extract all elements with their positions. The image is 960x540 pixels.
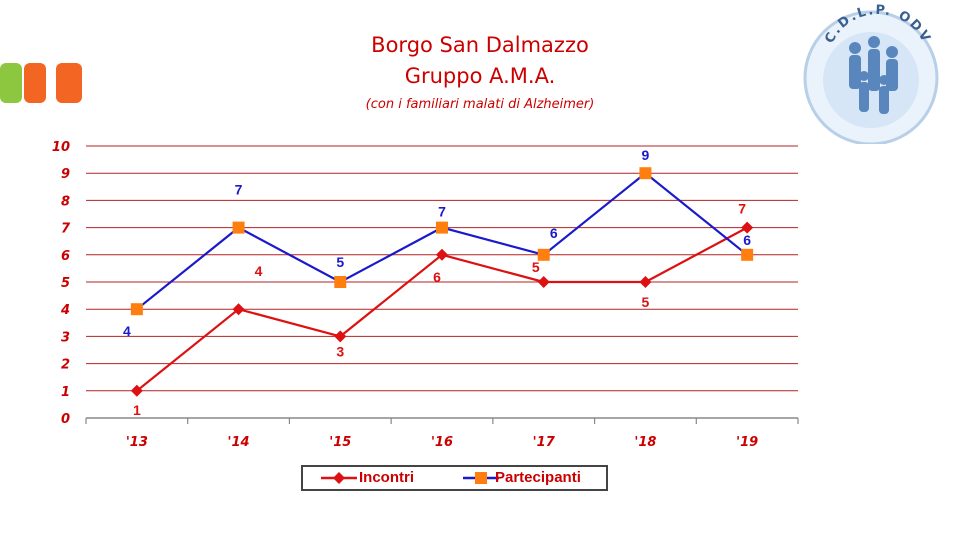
series-1-marker-4 (537, 248, 550, 261)
decoration-bar-orange-1 (24, 63, 46, 103)
series-0-marker-2 (334, 330, 347, 343)
series-0-marker-6 (741, 221, 754, 234)
data-label-incontri-2: 3 (336, 343, 344, 359)
x-tick-label-3: '16 (431, 435, 453, 450)
x-tick-label-6: '19 (736, 435, 758, 450)
decoration-bar-green-1 (0, 63, 22, 103)
data-label-incontri-5: 5 (642, 294, 650, 310)
x-tick-label-2: '15 (329, 435, 351, 450)
series-1-marker-2 (334, 276, 347, 288)
legend-item-partecipanti: Partecipanti (461, 467, 606, 489)
decoration-bar-orange-2 (56, 63, 82, 103)
title-line-2: Gruppo A.M.A. (404, 64, 556, 88)
series-line-1 (136, 171, 748, 311)
y-tick-label-10: 10 (52, 140, 70, 155)
data-label-partecipanti-1: 7 (235, 182, 243, 198)
series-0-marker-1 (232, 303, 245, 316)
data-label-partecipanti-0: 4 (123, 323, 131, 339)
data-label-incontri-0: 1 (133, 402, 141, 418)
slide-title: Borgo San Dalmazzo Gruppo A.M.A. (con i … (240, 30, 720, 116)
data-label-partecipanti-5: 9 (642, 147, 650, 163)
data-label-partecipanti-3: 7 (438, 204, 446, 220)
title-line-1: Borgo San Dalmazzo (371, 33, 589, 57)
y-tick-label-3: 3 (61, 330, 70, 345)
series-1-marker-0 (130, 303, 143, 316)
y-tick-label-9: 9 (61, 167, 70, 182)
x-tick-label-1: '14 (228, 435, 250, 450)
y-tick-label-6: 6 (61, 249, 70, 264)
data-label-incontri-6: 7 (738, 201, 746, 217)
y-tick-label-8: 8 (61, 194, 70, 209)
legend-marker-partecipanti (463, 472, 499, 484)
series-1-marker-3 (436, 221, 448, 234)
data-label-incontri-4: 5 (532, 259, 540, 275)
chart-legend: Incontri Partecipanti (301, 465, 608, 491)
series-0-marker-3 (436, 248, 448, 261)
series-0-marker-0 (130, 384, 143, 397)
cdlp-logo: C.D.L.P. ODV (803, 3, 939, 144)
y-tick-label-7: 7 (61, 222, 71, 237)
y-tick-label-4: 4 (60, 303, 70, 318)
y-tick-label-1: 1 (61, 385, 70, 400)
x-tick-label-0: '13 (126, 435, 148, 450)
data-label-partecipanti-2: 5 (336, 254, 344, 270)
series-0-marker-4 (537, 276, 550, 288)
y-tick-label-0: 0 (61, 412, 70, 427)
legend-item-incontri: Incontri (319, 467, 429, 489)
x-tick-label-4: '17 (533, 435, 556, 450)
series-1-marker-1 (232, 221, 245, 234)
series-1-marker-5 (639, 167, 652, 180)
y-tick-label-5: 5 (61, 276, 70, 291)
data-label-incontri-1: 4 (255, 263, 263, 279)
axis-layer: 0 1 2 3 4 5 6 7 8 9 10 '13 '14 '15 '16 '17 '18 '19 (52, 140, 799, 450)
series-layer (130, 167, 754, 397)
grid-layer (86, 145, 798, 419)
series-1-marker-6 (741, 248, 754, 261)
x-tick-label-5: '18 (634, 435, 656, 450)
legend-label-partecipanti: Partecipanti (495, 469, 581, 486)
legend-label-incontri: Incontri (359, 469, 414, 486)
data-label-layer: 1 4 3 6 5 5 7 4 7 5 7 6 9 6 (123, 147, 751, 418)
subtitle: (con i familiari malati di Alzheimer) (365, 97, 595, 112)
y-tick-label-2: 2 (61, 358, 70, 373)
data-label-incontri-3: 6 (433, 269, 441, 285)
data-label-partecipanti-6: 6 (743, 232, 751, 248)
data-label-partecipanti-4: 6 (550, 225, 558, 241)
series-0-marker-5 (639, 276, 652, 288)
legend-marker-incontri (321, 472, 357, 484)
